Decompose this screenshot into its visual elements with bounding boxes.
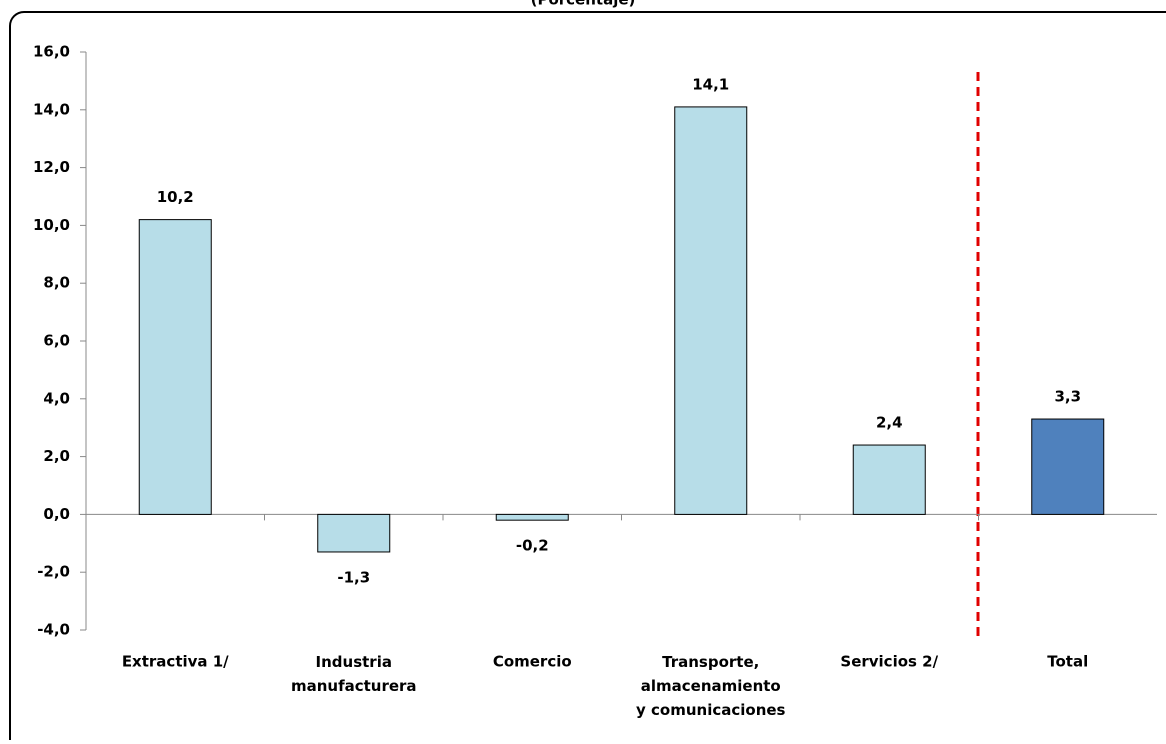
x-tick-label: Comercio [493,653,572,671]
bar [317,513,391,553]
x-tick-label: Extractiva 1/ [122,653,229,671]
data-label: 3,3 [1054,388,1081,406]
y-tick-label: 10,0 [33,216,70,234]
bar [1031,418,1105,515]
x-tick-label: Transporte, almacenamiento y comunicacione… [636,653,786,719]
data-label: 14,1 [692,75,729,93]
bar [138,219,212,515]
y-tick-label: 8,0 [43,274,70,292]
y-tick-label: 0,0 [43,505,70,523]
x-tick-label: Total [1047,653,1088,671]
bar [495,513,569,521]
y-tick-label: -2,0 [37,563,70,581]
bar [674,106,748,515]
data-label: 2,4 [876,414,903,432]
y-tick-label: 12,0 [33,158,70,176]
chart-frame [9,11,1166,744]
y-tick-label: 4,0 [43,389,70,407]
data-label: -0,2 [516,537,549,555]
y-tick-label: 2,0 [43,447,70,465]
x-tick-label: Industria manufacturera [291,653,417,695]
x-tick-label: Servicios 2/ [840,653,938,671]
y-tick-label: 6,0 [43,332,70,350]
data-label: 10,2 [157,188,194,206]
y-tick-label: 16,0 [33,43,70,61]
y-tick-label: -4,0 [37,621,70,639]
bar [852,444,926,515]
y-tick-label: 14,0 [33,100,70,118]
data-label: -1,3 [337,568,370,586]
chart-title: (Porcentaje) [531,0,636,9]
